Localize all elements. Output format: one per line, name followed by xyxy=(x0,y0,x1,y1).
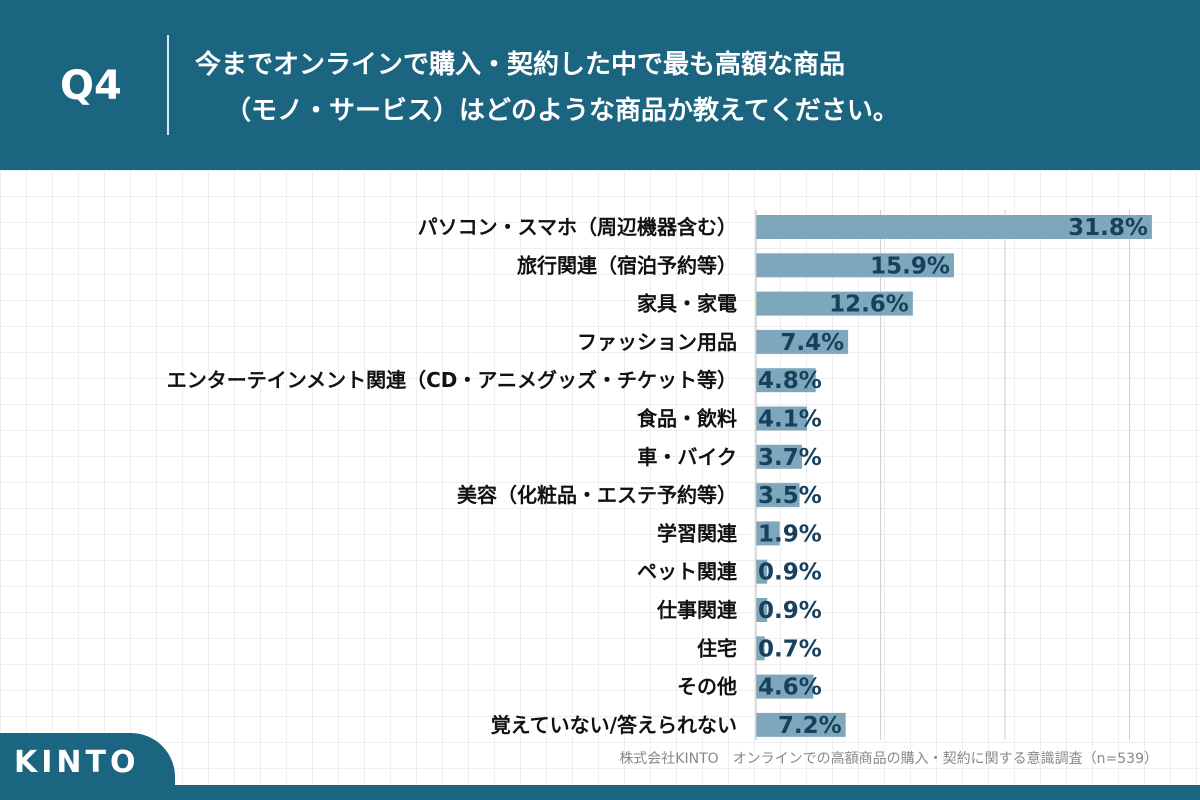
value-label: 0.7% xyxy=(758,636,822,662)
bar xyxy=(756,406,808,431)
bar xyxy=(756,291,913,316)
value-label: 4.1% xyxy=(758,407,822,433)
bar xyxy=(756,521,780,546)
kinto-logo: KINTO xyxy=(14,745,140,780)
category-label: 食品・飲料 xyxy=(637,407,737,431)
category-label: 車・バイク xyxy=(637,445,737,469)
bar xyxy=(756,636,765,661)
bar xyxy=(756,559,768,584)
category-label: 家具・家電 xyxy=(637,292,737,316)
bar xyxy=(756,674,814,699)
logo-tab: KINTO xyxy=(0,733,175,800)
header: Q4 今までオンラインで購入・契約した中で最も高額な商品 （モノ・サービス）はど… xyxy=(0,0,1200,170)
bar xyxy=(756,215,1152,239)
value-label: 7.2% xyxy=(778,713,842,739)
question-number: Q4 xyxy=(60,63,122,109)
question-line-1: 今までオンラインで購入・契約した中で最も高額な商品 xyxy=(195,50,846,80)
category-label: 仕事関連 xyxy=(656,598,738,622)
bar xyxy=(756,253,954,278)
bar xyxy=(756,712,846,737)
bar xyxy=(756,483,800,508)
category-label: 学習関連 xyxy=(657,521,738,545)
value-label: 4.6% xyxy=(758,675,822,701)
source-note: 株式会社KINTO オンラインでの高額商品の購入・契約に関する意識調査（n=53… xyxy=(619,751,1158,767)
value-label: 3.5% xyxy=(758,483,822,509)
value-label: 15.9% xyxy=(870,253,950,279)
bar xyxy=(756,329,849,354)
value-label: 31.8% xyxy=(1068,215,1148,241)
value-label: 0.9% xyxy=(758,560,822,586)
chart-panel: パソコン・スマホ（周辺機器含む） 31.8% 旅行関連（宿泊予約等） 15.9% 家具・… xyxy=(0,170,1200,785)
value-label: 7.4% xyxy=(780,330,844,356)
value-label: 4.8% xyxy=(758,368,822,394)
bar xyxy=(756,598,768,622)
value-label: 12.6% xyxy=(829,292,909,318)
value-label: 0.9% xyxy=(758,598,822,624)
category-label: ペット関連 xyxy=(637,560,738,584)
category-label: ファッション用品 xyxy=(577,330,737,354)
category-label: 住宅 xyxy=(697,636,737,660)
category-label: 覚えていない/答えられない xyxy=(491,713,737,737)
question-title: 今までオンラインで購入・契約した中で最も高額な商品 （モノ・サービス）はどのよう… xyxy=(195,42,1175,134)
category-label: 美容（化粧品・エステ予約等） xyxy=(457,483,737,507)
bar-chart: パソコン・スマホ（周辺機器含む） 31.8% 旅行関連（宿泊予約等） 15.9% 家具・… xyxy=(167,210,1152,740)
question-line-2: （モノ・サービス）はどのような商品か教えてください。 xyxy=(225,96,899,126)
value-label: 1.9% xyxy=(758,521,822,547)
category-label: その他 xyxy=(677,675,737,699)
bar xyxy=(756,444,803,469)
header-divider xyxy=(167,35,169,135)
category-label: パソコン・スマホ（周辺機器含む） xyxy=(418,215,737,239)
category-label: エンターテインメント関連（CD・アニメグッズ・チケット等） xyxy=(167,368,737,392)
value-label: 3.7% xyxy=(758,445,822,471)
bar xyxy=(756,368,816,393)
category-label: 旅行関連（宿泊予約等） xyxy=(517,253,737,277)
